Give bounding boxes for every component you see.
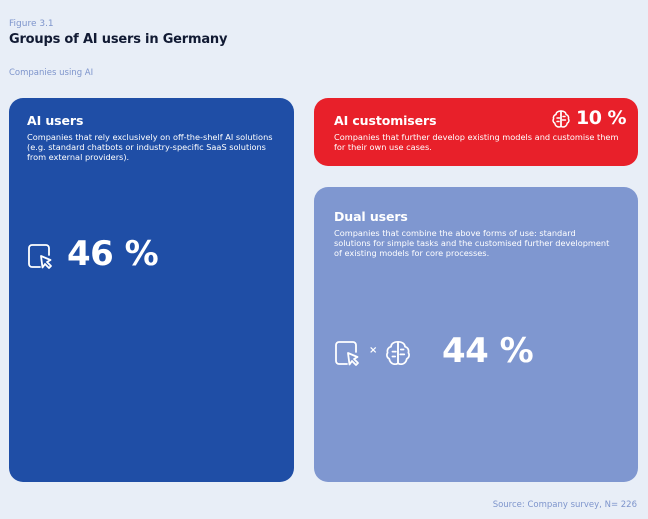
cursor-window-icon <box>26 242 54 274</box>
dual-users-title: Dual users <box>334 209 408 224</box>
figure-label: Figure 3.1 <box>9 19 54 29</box>
ai-users-description: Companies that rely exclusively on off-t… <box>27 132 273 162</box>
figure-title: Groups of AI users in Germany <box>9 32 228 47</box>
source-note: Source: Company survey, N= 226 <box>492 500 637 510</box>
ai-users-title: AI users <box>27 113 84 128</box>
ai-users-card: AI users Companies that rely exclusively… <box>9 98 294 482</box>
ai-customisers-description: Companies that further develop existing … <box>334 132 619 152</box>
dual-users-percent: 44 % <box>442 331 534 371</box>
brain-icon <box>384 339 412 371</box>
ai-customisers-title: AI customisers <box>334 113 437 128</box>
dual-users-card: Dual users Companies that combine the ab… <box>314 187 638 482</box>
ai-users-percent: 46 % <box>67 234 159 274</box>
brain-icon <box>551 109 571 133</box>
times-icon: × <box>369 345 378 356</box>
dual-users-description: Companies that combine the above forms o… <box>334 228 610 258</box>
figure-subtitle: Companies using AI <box>9 68 94 78</box>
cursor-window-icon <box>333 339 361 371</box>
ai-customisers-card: AI customisers Companies that further de… <box>314 98 638 166</box>
ai-customisers-percent: 10 % <box>576 107 627 129</box>
